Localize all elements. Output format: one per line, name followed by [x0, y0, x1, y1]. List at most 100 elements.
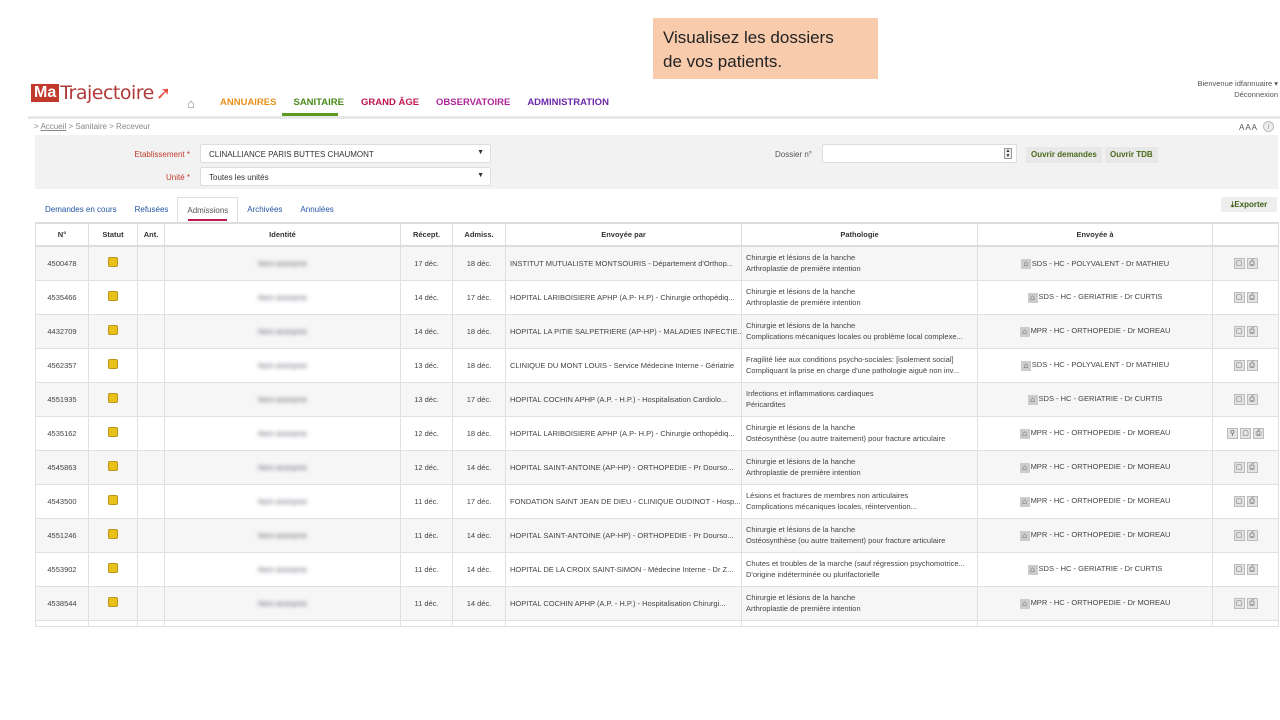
dossier-number[interactable]: 4543500: [35, 483, 89, 519]
column-header[interactable]: Ant.: [137, 222, 165, 247]
document-icon[interactable]: ▢: [1233, 462, 1245, 473]
print-icon[interactable]: ⎙: [1246, 258, 1258, 270]
table-row[interactable]: 4538544 Nom anonyme 11 déc. 14 déc. HOPITAL …: [35, 585, 1279, 621]
nav-item-observatoire[interactable]: OBSERVATOIRE: [436, 97, 511, 108]
table-row[interactable]: 4500478 Nom anonyme 17 déc. 18 déc. INSTITUT…: [35, 245, 1279, 281]
column-header[interactable]: Envoyée à: [977, 222, 1213, 247]
dossier-number[interactable]: 4551935: [35, 381, 89, 417]
document-icon[interactable]: ▢: [1233, 326, 1245, 337]
dossier-number[interactable]: 4553902: [35, 551, 89, 587]
logo[interactable]: Ma Trajectoire ➚: [31, 82, 171, 104]
status-icon[interactable]: [108, 426, 118, 437]
status-icon[interactable]: [108, 596, 118, 607]
print-icon[interactable]: ⎙: [1246, 394, 1258, 405]
print-icon[interactable]: ⎙: [1246, 462, 1258, 473]
logout-link[interactable]: Déconnexion: [1234, 90, 1278, 99]
identity-cell[interactable]: Nom anonyme: [164, 483, 401, 519]
dossier-number[interactable]: 4432709: [35, 313, 89, 349]
document-icon[interactable]: ▢: [1240, 428, 1251, 439]
print-icon[interactable]: ⎙: [1246, 496, 1258, 507]
user-menu[interactable]: Bienvenue idfannuaire ▾ Déconnexion: [1198, 78, 1279, 100]
print-icon[interactable]: ⎙: [1246, 326, 1258, 337]
table-row[interactable]: 4543500 Nom anonyme 11 déc. 17 déc. FONDATIO…: [35, 483, 1279, 519]
table-row[interactable]: 4553902 Nom anonyme 11 déc. 14 déc. HOPITAL …: [35, 551, 1279, 587]
document-icon[interactable]: ▢: [1233, 598, 1245, 609]
print-icon[interactable]: ⎙: [1246, 564, 1258, 575]
document-icon[interactable]: ▢: [1233, 530, 1245, 541]
print-icon[interactable]: ⎙: [1246, 598, 1258, 609]
status-icon[interactable]: [108, 528, 118, 539]
unite-select[interactable]: Toutes les unités ▼: [200, 167, 491, 186]
table-row[interactable]: 4545863 Nom anonyme 12 déc. 14 déc. HOPITAL …: [35, 449, 1279, 485]
dossier-number[interactable]: 4551246: [35, 517, 89, 553]
column-header[interactable]: Pathologie: [741, 222, 978, 247]
status-icon[interactable]: [108, 392, 118, 403]
column-header[interactable]: N°: [35, 222, 89, 247]
open-requests-button[interactable]: Ouvrir demandes: [1026, 147, 1102, 163]
dossier-number[interactable]: 4535162: [35, 415, 89, 451]
open-tdb-button[interactable]: Ouvrir TDB: [1105, 147, 1158, 163]
status-icon[interactable]: [108, 256, 118, 267]
tab-1[interactable]: Refusées: [134, 205, 169, 214]
status-icon[interactable]: [108, 494, 118, 505]
document-icon[interactable]: ▢: [1233, 564, 1245, 575]
status-icon[interactable]: [108, 460, 118, 471]
table-row[interactable]: 4432709 Nom anonyme 14 déc. 18 déc. HOPITAL …: [35, 313, 1279, 349]
tab-2[interactable]: Admissions: [177, 197, 239, 222]
font-size-toggle[interactable]: AAA: [1238, 123, 1258, 132]
identity-cell[interactable]: Nom anonyme: [164, 347, 401, 383]
dossier-number[interactable]: 4545863: [35, 449, 89, 485]
nav-item-grand-âge[interactable]: GRAND ÂGE: [360, 97, 420, 108]
document-icon[interactable]: ▢: [1233, 496, 1245, 507]
nav-item-annuaires[interactable]: ANNUAIRES: [220, 97, 277, 108]
identity-cell[interactable]: Nom anonyme: [164, 585, 401, 621]
print-icon[interactable]: ⎙: [1246, 360, 1258, 371]
table-row[interactable]: 4535162 Nom anonyme 12 déc. 18 déc. HOPITAL …: [35, 415, 1279, 451]
column-header[interactable]: [1212, 222, 1279, 247]
identity-cell[interactable]: Nom anonyme: [164, 449, 401, 485]
identity-cell[interactable]: Nom anonyme: [164, 381, 401, 417]
identity-cell[interactable]: Nom anonyme: [164, 279, 401, 315]
breadcrumb-home[interactable]: Accueil: [40, 122, 67, 131]
nav-item-sanitaire[interactable]: SANITAIRE: [293, 97, 344, 108]
export-button[interactable]: ⤓Exporter: [1221, 197, 1277, 212]
document-icon[interactable]: ▢: [1233, 292, 1245, 303]
document-icon[interactable]: ▢: [1233, 360, 1245, 371]
status-icon[interactable]: [108, 324, 118, 335]
tab-0[interactable]: Demandes en cours: [45, 205, 117, 214]
document-icon[interactable]: ▢: [1233, 258, 1245, 270]
dossier-number[interactable]: 4562357: [35, 347, 89, 383]
etablissement-select[interactable]: CLINALLIANCE PARIS BUTTES CHAUMONT ▼: [200, 144, 491, 163]
dossier-number[interactable]: 4538544: [35, 585, 89, 621]
column-header[interactable]: Envoyée par: [505, 222, 742, 247]
attachment-icon[interactable]: ⚲: [1227, 428, 1238, 439]
print-icon[interactable]: ⎙: [1246, 530, 1258, 541]
print-icon[interactable]: ⎙: [1253, 428, 1264, 439]
tab-4[interactable]: Annulées: [300, 205, 334, 214]
identity-cell[interactable]: Nom anonyme: [164, 313, 401, 349]
dossier-number[interactable]: 4535466: [35, 279, 89, 315]
table-row[interactable]: 4535466 Nom anonyme 14 déc. 17 déc. HOPITAL …: [35, 279, 1279, 315]
identity-cell[interactable]: Nom anonyme: [164, 551, 401, 587]
home-icon[interactable]: ⌂: [187, 96, 195, 111]
tab-3[interactable]: Archivées: [247, 205, 283, 214]
spinner-icon[interactable]: ▲ ▼: [1004, 148, 1012, 159]
table-row[interactable]: 4551246 Nom anonyme 11 déc. 14 déc. HOPITAL …: [35, 517, 1279, 553]
status-icon[interactable]: [108, 358, 118, 369]
column-header[interactable]: Identité: [164, 222, 401, 247]
identity-cell[interactable]: Nom anonyme: [164, 415, 401, 451]
welcome-text[interactable]: Bienvenue idfannuaire ▾: [1197, 79, 1279, 88]
info-icon[interactable]: i: [1263, 121, 1274, 132]
document-icon[interactable]: ▢: [1233, 394, 1245, 405]
table-row[interactable]: 4551935 Nom anonyme 13 déc. 17 déc. HOPITAL …: [35, 381, 1279, 417]
dossier-number[interactable]: 4500478: [35, 245, 89, 281]
column-header[interactable]: Statut: [88, 222, 138, 247]
dossier-input[interactable]: ▲ ▼: [822, 144, 1017, 163]
identity-cell[interactable]: Nom anonyme: [164, 517, 401, 553]
nav-item-administration[interactable]: ADMINISTRATION: [527, 97, 609, 108]
table-row[interactable]: 4562357 Nom anonyme 13 déc. 18 déc. CLINIQUE…: [35, 347, 1279, 383]
status-icon[interactable]: [108, 562, 118, 573]
print-icon[interactable]: ⎙: [1246, 292, 1258, 303]
status-icon[interactable]: [108, 290, 118, 301]
column-header[interactable]: Admiss.: [452, 222, 506, 247]
